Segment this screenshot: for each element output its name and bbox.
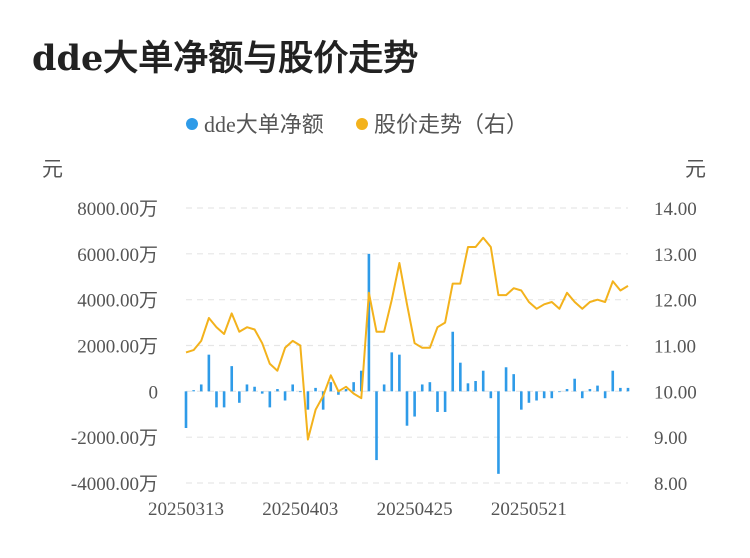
bar (398, 354, 401, 392)
bar (329, 382, 333, 392)
right-tick-label: 13.00 (654, 245, 697, 266)
left-tick-label: 8000.00万 (77, 199, 158, 220)
bar (245, 384, 249, 392)
bar (276, 389, 279, 392)
bar (573, 378, 576, 392)
bar (314, 387, 317, 392)
right-tick-label: 9.00 (654, 428, 687, 449)
grid (186, 207, 628, 484)
legend-label: 股价走势（右） (374, 112, 528, 137)
bar (199, 384, 203, 392)
right-tick-label: 14.00 (654, 199, 697, 220)
bar (428, 382, 432, 392)
bar (253, 386, 256, 392)
left-tick-label: 2000.00万 (77, 337, 158, 358)
bar (626, 387, 630, 392)
left-tick-label: -4000.00万 (71, 474, 158, 495)
legend-marker (186, 118, 198, 130)
left-axis: 8000.00万 6000.00万 4000.00万 2000.00万 0 -2000.0… (71, 199, 158, 495)
x-axis: 20250313 20250403 20250425 20250521 (148, 499, 567, 520)
right-tick-label: 11.00 (654, 337, 696, 358)
bar (215, 391, 218, 408)
right-axis-unit: 元 (685, 157, 706, 181)
bar (512, 374, 515, 392)
bar (337, 391, 340, 395)
bar (443, 391, 447, 412)
bar (230, 366, 234, 392)
bar (299, 391, 302, 393)
bar (504, 367, 508, 392)
left-axis-unit: 元 (42, 157, 63, 181)
bar (382, 384, 386, 392)
bar (588, 389, 592, 392)
legend-label: dde大单净额 (204, 112, 324, 137)
x-tick-label: 20250425 (377, 499, 453, 520)
price-line (185, 236, 629, 441)
bar (306, 391, 310, 410)
x-tick-label: 20250521 (491, 499, 567, 520)
bar (580, 391, 584, 399)
bar (535, 391, 538, 401)
x-tick-label: 20250403 (262, 499, 338, 520)
bar (436, 391, 439, 412)
bar (420, 384, 424, 392)
bar (283, 391, 287, 401)
left-tick-label: 6000.00万 (77, 245, 158, 266)
bar (451, 331, 455, 392)
bar (481, 370, 485, 392)
bar (603, 391, 607, 399)
bar (192, 390, 195, 392)
bar (474, 381, 477, 392)
left-tick-label: 0 (149, 382, 159, 403)
bar (260, 391, 264, 394)
bar (390, 352, 394, 392)
right-tick-label: 10.00 (654, 382, 697, 403)
bar (466, 383, 470, 392)
right-tick-label: 12.00 (654, 291, 697, 312)
bar (558, 391, 561, 393)
bar (352, 382, 355, 392)
bar-series (184, 253, 630, 474)
left-tick-label: -2000.00万 (71, 428, 158, 449)
right-axis: 14.00 13.00 12.00 11.00 10.00 9.00 8.00 (654, 199, 697, 495)
bar (520, 391, 523, 410)
bar (359, 370, 363, 392)
bar (413, 391, 416, 417)
bar (184, 391, 188, 428)
bar (459, 362, 462, 392)
bar (375, 391, 378, 461)
bar (344, 389, 348, 392)
bar (222, 391, 226, 408)
right-tick-label: 8.00 (654, 474, 687, 495)
bar (596, 385, 599, 392)
left-tick-label: 4000.00万 (77, 291, 158, 312)
bar (497, 391, 500, 474)
bar (268, 391, 272, 408)
bar (405, 391, 409, 426)
line-series (185, 236, 629, 441)
bar (291, 384, 294, 392)
bar (550, 391, 554, 399)
bar (207, 354, 211, 392)
bar (565, 389, 569, 392)
x-tick-label: 20250313 (148, 499, 224, 520)
chart-title: dde大单净额与股价走势 (32, 38, 419, 79)
legend-marker (356, 118, 368, 130)
legend: dde大单净额 股价走势（右） (186, 112, 528, 137)
bar (527, 391, 531, 403)
bar (238, 391, 241, 403)
bar (321, 391, 325, 410)
bar (542, 391, 546, 399)
bar (367, 253, 371, 392)
bar (611, 370, 615, 392)
bar (619, 387, 622, 392)
bar (489, 391, 493, 399)
